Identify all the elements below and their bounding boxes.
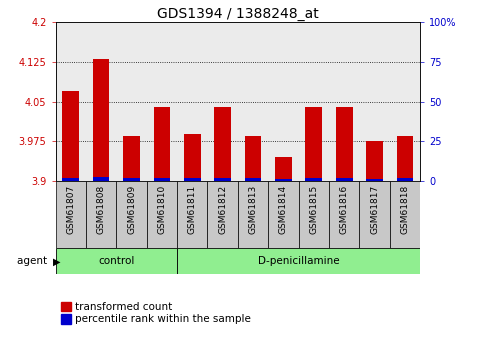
Bar (245, 178, 261, 181)
Bar (238, 181, 268, 248)
Bar (177, 22, 208, 181)
Bar (154, 107, 170, 181)
Bar (268, 181, 298, 248)
Bar (147, 181, 177, 248)
Bar (329, 181, 359, 248)
Text: ▶: ▶ (53, 256, 61, 266)
Bar (359, 22, 390, 181)
Bar (390, 181, 420, 248)
Bar (336, 178, 353, 181)
Bar (208, 22, 238, 181)
Bar (116, 22, 147, 181)
Bar (177, 248, 420, 274)
Bar (329, 22, 359, 181)
Bar (298, 22, 329, 181)
Bar (86, 181, 116, 248)
Bar (93, 177, 110, 181)
Text: GSM61807: GSM61807 (66, 185, 75, 234)
Bar (116, 181, 147, 248)
Bar (359, 181, 390, 248)
Bar (245, 136, 261, 181)
Bar (208, 181, 238, 248)
Text: GSM61810: GSM61810 (157, 185, 167, 234)
Bar (86, 22, 116, 181)
Text: GSM61809: GSM61809 (127, 185, 136, 234)
Legend: transformed count, percentile rank within the sample: transformed count, percentile rank withi… (61, 302, 251, 324)
Text: GSM61812: GSM61812 (218, 185, 227, 234)
Bar (123, 136, 140, 181)
Bar (366, 179, 383, 181)
Bar (154, 178, 170, 181)
Bar (298, 181, 329, 248)
Text: D-penicillamine: D-penicillamine (258, 256, 340, 266)
Text: GSM61811: GSM61811 (188, 185, 197, 234)
Bar (147, 22, 177, 181)
Bar (397, 178, 413, 181)
Text: GSM61808: GSM61808 (97, 185, 106, 234)
Bar (56, 181, 86, 248)
Bar (305, 107, 322, 181)
Bar (214, 107, 231, 181)
Bar (275, 157, 292, 181)
Title: GDS1394 / 1388248_at: GDS1394 / 1388248_at (157, 7, 319, 21)
Bar (397, 136, 413, 181)
Bar (390, 22, 420, 181)
Bar (184, 134, 200, 181)
Bar (268, 22, 298, 181)
Bar (93, 59, 110, 181)
Bar (62, 91, 79, 181)
Bar (275, 179, 292, 181)
Bar (56, 22, 86, 181)
Text: GSM61813: GSM61813 (249, 185, 257, 234)
Bar (214, 178, 231, 181)
Text: agent: agent (17, 256, 51, 266)
Bar (62, 178, 79, 181)
Text: GSM61815: GSM61815 (309, 185, 318, 234)
Text: control: control (98, 256, 134, 266)
Bar (336, 107, 353, 181)
Bar (238, 22, 268, 181)
Text: GSM61818: GSM61818 (400, 185, 410, 234)
Bar (177, 181, 208, 248)
Bar (305, 178, 322, 181)
Bar (184, 178, 200, 181)
Text: GSM61816: GSM61816 (340, 185, 349, 234)
Text: GSM61814: GSM61814 (279, 185, 288, 234)
Bar (56, 248, 177, 274)
Bar (366, 141, 383, 181)
Text: GSM61817: GSM61817 (370, 185, 379, 234)
Bar (123, 178, 140, 181)
